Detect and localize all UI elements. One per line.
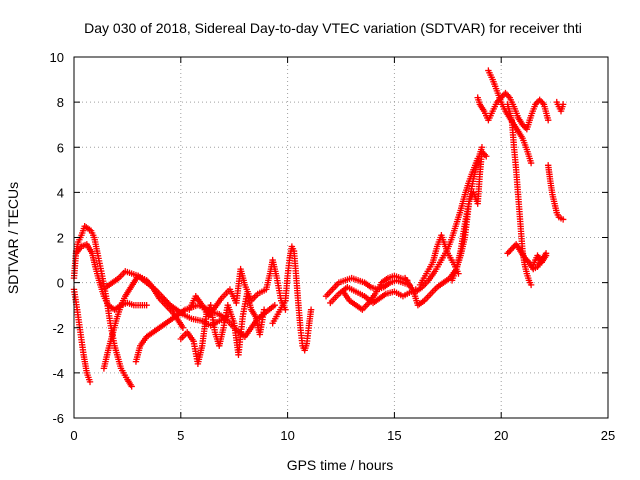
- data-point: [307, 306, 315, 313]
- data-point: [483, 153, 490, 160]
- x-tick-label: 15: [387, 428, 401, 443]
- chart-title: Day 030 of 2018, Sidereal Day-to-day VTE…: [84, 20, 582, 36]
- data-point: [544, 116, 552, 124]
- data-point: [542, 252, 550, 259]
- data-marks: [70, 67, 567, 390]
- x-tick-label: 20: [494, 428, 508, 443]
- data-point: [179, 324, 187, 331]
- data-point: [271, 301, 278, 309]
- data-point: [559, 101, 567, 108]
- y-tick-label: -4: [52, 366, 64, 381]
- y-tick-label: 0: [57, 276, 64, 291]
- data-point: [260, 306, 268, 313]
- y-axis-label: SDTVAR / TECUs: [5, 182, 21, 294]
- x-axis-label: GPS time / hours: [287, 457, 394, 473]
- y-tick-label: 10: [50, 50, 64, 65]
- data-point: [474, 155, 481, 162]
- y-tick-label: 2: [57, 231, 64, 246]
- y-tick-label: 6: [57, 140, 64, 155]
- y-tick-label: 8: [57, 95, 64, 110]
- data-point: [559, 216, 567, 223]
- x-tick-label: 0: [70, 428, 77, 443]
- data-point: [86, 378, 94, 386]
- data-point: [128, 383, 135, 390]
- x-tick-label: 25: [601, 428, 615, 443]
- x-tick-label: 10: [280, 428, 294, 443]
- data-point: [527, 281, 535, 289]
- grid: [74, 57, 608, 418]
- y-tick-label: -2: [52, 321, 64, 336]
- data-point: [143, 301, 150, 309]
- x-tick-label: 5: [177, 428, 184, 443]
- y-tick-label: -6: [52, 411, 64, 426]
- data-point: [527, 159, 535, 167]
- y-tick-label: 4: [57, 185, 64, 200]
- axes: 0 5 10 15 20 25 -6 -4 -2 0 2 4 6 8 10: [50, 50, 616, 443]
